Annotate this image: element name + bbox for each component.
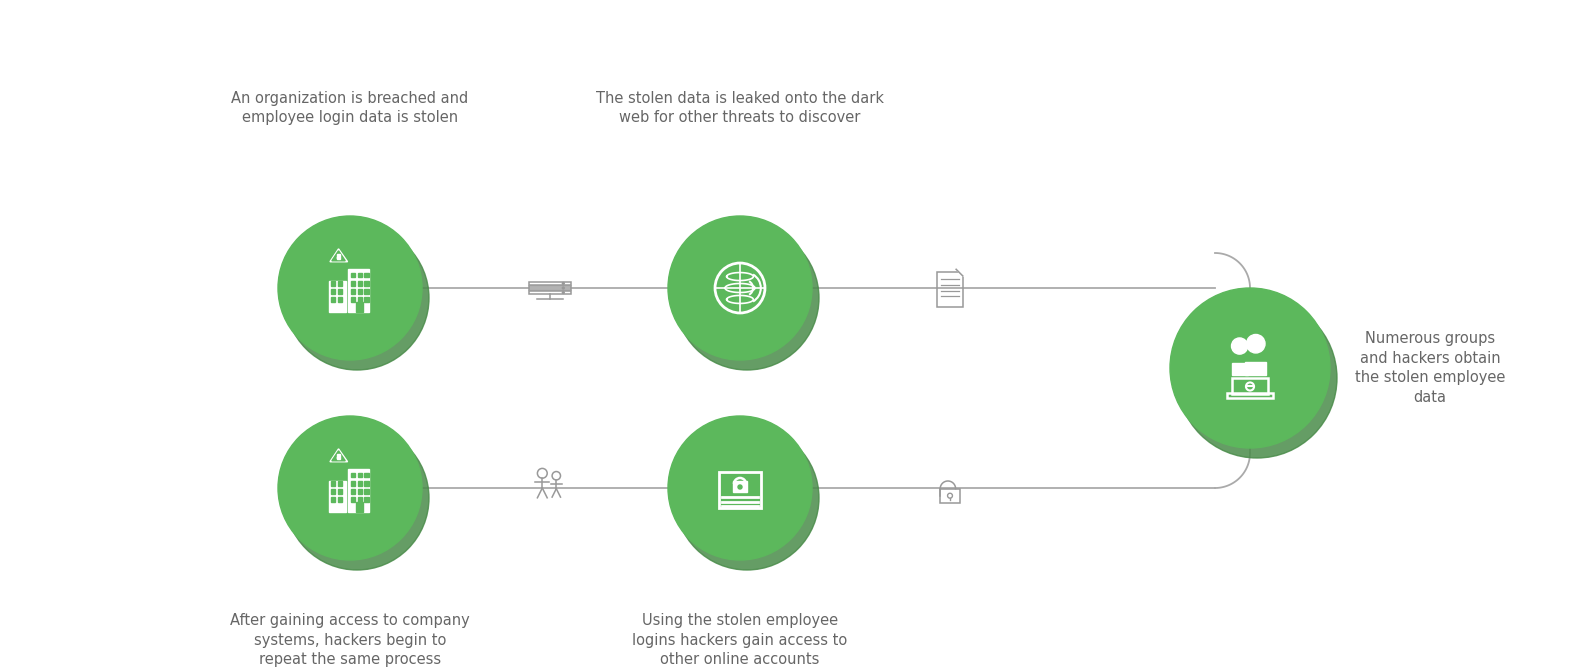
Bar <box>357 303 363 312</box>
Circle shape <box>286 226 429 370</box>
Polygon shape <box>330 249 347 262</box>
Bar <box>350 473 355 478</box>
Bar <box>358 297 361 302</box>
Bar <box>338 289 342 294</box>
Bar <box>365 281 369 286</box>
Bar <box>358 273 361 277</box>
Bar <box>358 281 361 286</box>
Text: Using the stolen employee
logins hackers gain access to
other online accounts: Using the stolen employee logins hackers… <box>633 613 847 667</box>
Bar <box>331 489 335 494</box>
Bar <box>338 297 342 302</box>
Bar <box>1231 378 1269 394</box>
Circle shape <box>562 283 565 285</box>
Text: An organization is breached and
employee login data is stolen: An organization is breached and employee… <box>232 91 469 126</box>
Bar <box>350 481 355 486</box>
Circle shape <box>1231 338 1248 354</box>
Bar <box>529 282 571 285</box>
Circle shape <box>286 426 429 570</box>
Bar <box>358 289 361 294</box>
Bar <box>338 254 339 259</box>
Bar <box>331 289 335 294</box>
Bar <box>529 291 571 295</box>
Bar <box>331 281 335 286</box>
Bar <box>357 502 363 512</box>
Bar <box>1226 393 1273 398</box>
Bar <box>350 281 355 286</box>
Bar <box>331 481 335 486</box>
Bar <box>350 297 355 302</box>
Text: After gaining access to company
systems, hackers begin to
repeat the same proces: After gaining access to company systems,… <box>230 613 470 667</box>
Bar <box>350 289 355 294</box>
Circle shape <box>675 226 819 370</box>
Bar <box>732 481 746 492</box>
Circle shape <box>1169 288 1330 448</box>
Circle shape <box>338 457 339 459</box>
Bar <box>358 481 361 486</box>
Bar <box>365 481 369 486</box>
Bar <box>328 281 346 312</box>
Circle shape <box>667 216 813 360</box>
Bar <box>365 273 369 277</box>
Circle shape <box>338 257 339 259</box>
Polygon shape <box>1245 362 1266 375</box>
Circle shape <box>278 416 421 560</box>
Bar <box>350 489 355 494</box>
Circle shape <box>562 287 565 289</box>
Polygon shape <box>331 250 346 261</box>
Circle shape <box>278 216 421 360</box>
Bar <box>350 273 355 277</box>
Circle shape <box>1177 298 1337 458</box>
Bar <box>365 297 369 302</box>
Bar <box>331 497 335 502</box>
Bar <box>338 281 342 286</box>
Circle shape <box>1247 335 1266 353</box>
Bar <box>350 497 355 502</box>
Bar <box>338 454 339 459</box>
Polygon shape <box>330 449 347 462</box>
Bar <box>338 489 342 494</box>
Bar <box>720 472 761 508</box>
Bar <box>338 481 342 486</box>
Text: The stolen data is leaked onto the dark
web for other threats to discover: The stolen data is leaked onto the dark … <box>596 91 884 126</box>
Bar <box>365 289 369 294</box>
Bar <box>940 489 959 503</box>
Bar <box>529 287 571 290</box>
Polygon shape <box>1231 363 1248 375</box>
Polygon shape <box>331 451 346 461</box>
Bar <box>328 481 346 512</box>
Bar <box>331 297 335 302</box>
Bar <box>365 489 369 494</box>
Bar <box>937 273 963 307</box>
Bar <box>347 469 369 512</box>
Polygon shape <box>956 269 963 277</box>
Circle shape <box>739 485 742 489</box>
Bar <box>358 473 361 478</box>
Text: Numerous groups
and hackers obtain
the stolen employee
data: Numerous groups and hackers obtain the s… <box>1356 331 1505 405</box>
Circle shape <box>667 416 813 560</box>
Circle shape <box>562 292 565 293</box>
Bar <box>358 497 361 502</box>
Circle shape <box>675 426 819 570</box>
Bar <box>358 489 361 494</box>
Bar <box>347 269 369 312</box>
Bar <box>365 497 369 502</box>
Bar <box>365 473 369 478</box>
Bar <box>338 497 342 502</box>
